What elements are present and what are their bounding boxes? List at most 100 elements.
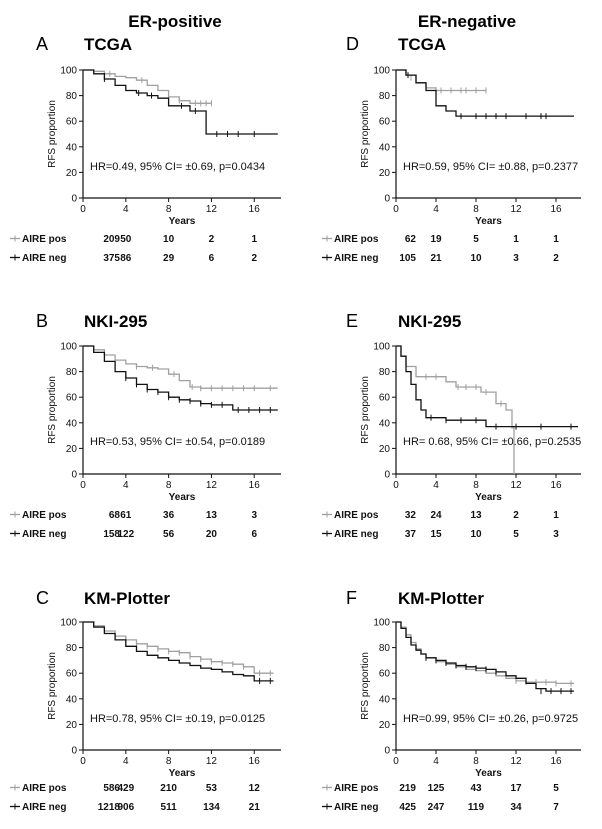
x-tick-label: 16	[550, 204, 562, 215]
x-tick-label: 16	[249, 480, 261, 491]
risk-start-count: 32	[405, 510, 417, 521]
risk-row-label: AIRE pos	[22, 234, 67, 245]
y-tick-label: 40	[379, 142, 391, 153]
risk-count: 5	[473, 234, 479, 245]
y-tick-label: 100	[373, 618, 390, 629]
risk-count: 1	[251, 234, 257, 245]
y-tick-label: 20	[66, 444, 78, 455]
y-axis-label: RFS proportion	[360, 652, 371, 720]
panel-title: NKI-295	[398, 312, 461, 331]
panel-title: TCGA	[398, 35, 446, 54]
panel-letter: A	[36, 34, 48, 54]
x-tick-label: 4	[123, 756, 129, 767]
risk-count: 24	[430, 510, 442, 521]
panel-letter: C	[36, 588, 49, 608]
risk-row-label: AIRE neg	[22, 529, 66, 540]
y-tick-label: 40	[66, 694, 78, 705]
risk-row-label: AIRE neg	[22, 253, 66, 264]
risk-count: 5	[513, 529, 519, 540]
risk-count: 15	[430, 529, 442, 540]
risk-count: 43	[470, 783, 482, 794]
risk-count: 1	[513, 234, 519, 245]
x-axis-label: Years	[475, 492, 502, 503]
risk-start-count: 425	[399, 802, 416, 813]
y-tick-label: 100	[60, 342, 77, 353]
risk-count: 511	[161, 802, 178, 813]
y-axis-label: RFS proportion	[360, 376, 371, 444]
x-tick-label: 12	[510, 204, 522, 215]
risk-row-label: AIRE pos	[334, 510, 379, 521]
panel-title: KM-Plotter	[398, 589, 484, 608]
risk-count: 34	[510, 802, 522, 813]
risk-count: 1	[553, 234, 559, 245]
y-tick-label: 40	[379, 418, 391, 429]
risk-start-count: 68	[109, 510, 121, 521]
y-tick-label: 80	[66, 367, 78, 378]
risk-count: 2	[209, 234, 215, 245]
km-curve-aire-pos	[83, 69, 212, 104]
x-tick-label: 4	[433, 480, 439, 491]
x-tick-label: 12	[206, 480, 218, 491]
risk-row-label: AIRE neg	[22, 802, 66, 813]
y-tick-label: 60	[66, 669, 78, 680]
panel-letter: D	[346, 34, 359, 54]
x-tick-label: 8	[473, 756, 479, 767]
hazard-ratio-annotation: HR=0.49, 95% CI= ±0.69, p=0.0434	[90, 161, 265, 173]
x-tick-label: 8	[473, 204, 479, 215]
risk-row-label: AIRE pos	[22, 783, 67, 794]
risk-count: 10	[163, 234, 175, 245]
x-tick-label: 8	[473, 480, 479, 491]
km-panel-f: F KM-Plotter 0 20 40 60 80 100 0 4 8 12 16 Years RFS p…	[322, 588, 581, 813]
column-title-er-positive: ER-positive	[128, 12, 222, 31]
risk-count: 2	[553, 253, 559, 264]
y-axis-label: RFS proportion	[47, 376, 58, 444]
y-tick-label: 20	[379, 720, 391, 731]
risk-row-label: AIRE pos	[22, 510, 67, 521]
risk-start-count: 219	[399, 783, 416, 794]
hazard-ratio-annotation: HR=0.78, 95% CI= ±0.19, p=0.0125	[90, 713, 265, 725]
risk-count: 61	[120, 510, 132, 521]
risk-start-count: 586	[103, 783, 120, 794]
y-tick-label: 60	[379, 669, 391, 680]
panel-letter: F	[346, 588, 357, 608]
risk-count: 12	[249, 783, 261, 794]
risk-count: 3	[251, 510, 257, 521]
risk-row-label: AIRE pos	[334, 783, 379, 794]
y-tick-label: 20	[379, 168, 391, 179]
x-axis-label: Years	[169, 492, 196, 503]
y-tick-label: 60	[66, 117, 78, 128]
x-axis-label: Years	[475, 216, 502, 227]
hazard-ratio-annotation: HR=0.53, 95% CI= ±0.54, p=0.0189	[90, 436, 265, 448]
x-tick-label: 4	[123, 204, 129, 215]
x-tick-label: 0	[393, 204, 399, 215]
y-tick-label: 60	[379, 117, 391, 128]
risk-count: 119	[468, 802, 485, 813]
y-tick-label: 40	[379, 694, 391, 705]
y-tick-label: 0	[384, 470, 390, 481]
y-tick-label: 60	[66, 393, 78, 404]
risk-count: 125	[428, 783, 445, 794]
risk-start-count: 209	[103, 234, 120, 245]
risk-start-count: 1218	[98, 802, 121, 813]
panel-title: TCGA	[84, 35, 132, 54]
y-tick-label: 100	[373, 66, 390, 77]
y-tick-label: 80	[379, 367, 391, 378]
x-axis-label: Years	[169, 216, 196, 227]
risk-count: 3	[513, 253, 519, 264]
y-tick-label: 80	[66, 91, 78, 102]
risk-count: 36	[163, 510, 175, 521]
risk-count: 56	[163, 529, 175, 540]
risk-row-label: AIRE neg	[334, 529, 378, 540]
y-axis-label: RFS proportion	[47, 652, 58, 720]
risk-count: 53	[206, 783, 218, 794]
panel-title: NKI-295	[84, 312, 147, 331]
risk-count: 10	[470, 253, 482, 264]
x-tick-label: 12	[206, 756, 218, 767]
x-tick-label: 8	[166, 756, 172, 767]
risk-count: 20	[206, 529, 218, 540]
risk-start-count: 62	[405, 234, 417, 245]
risk-count: 429	[117, 783, 134, 794]
risk-start-count: 105	[399, 253, 416, 264]
y-tick-label: 20	[379, 444, 391, 455]
